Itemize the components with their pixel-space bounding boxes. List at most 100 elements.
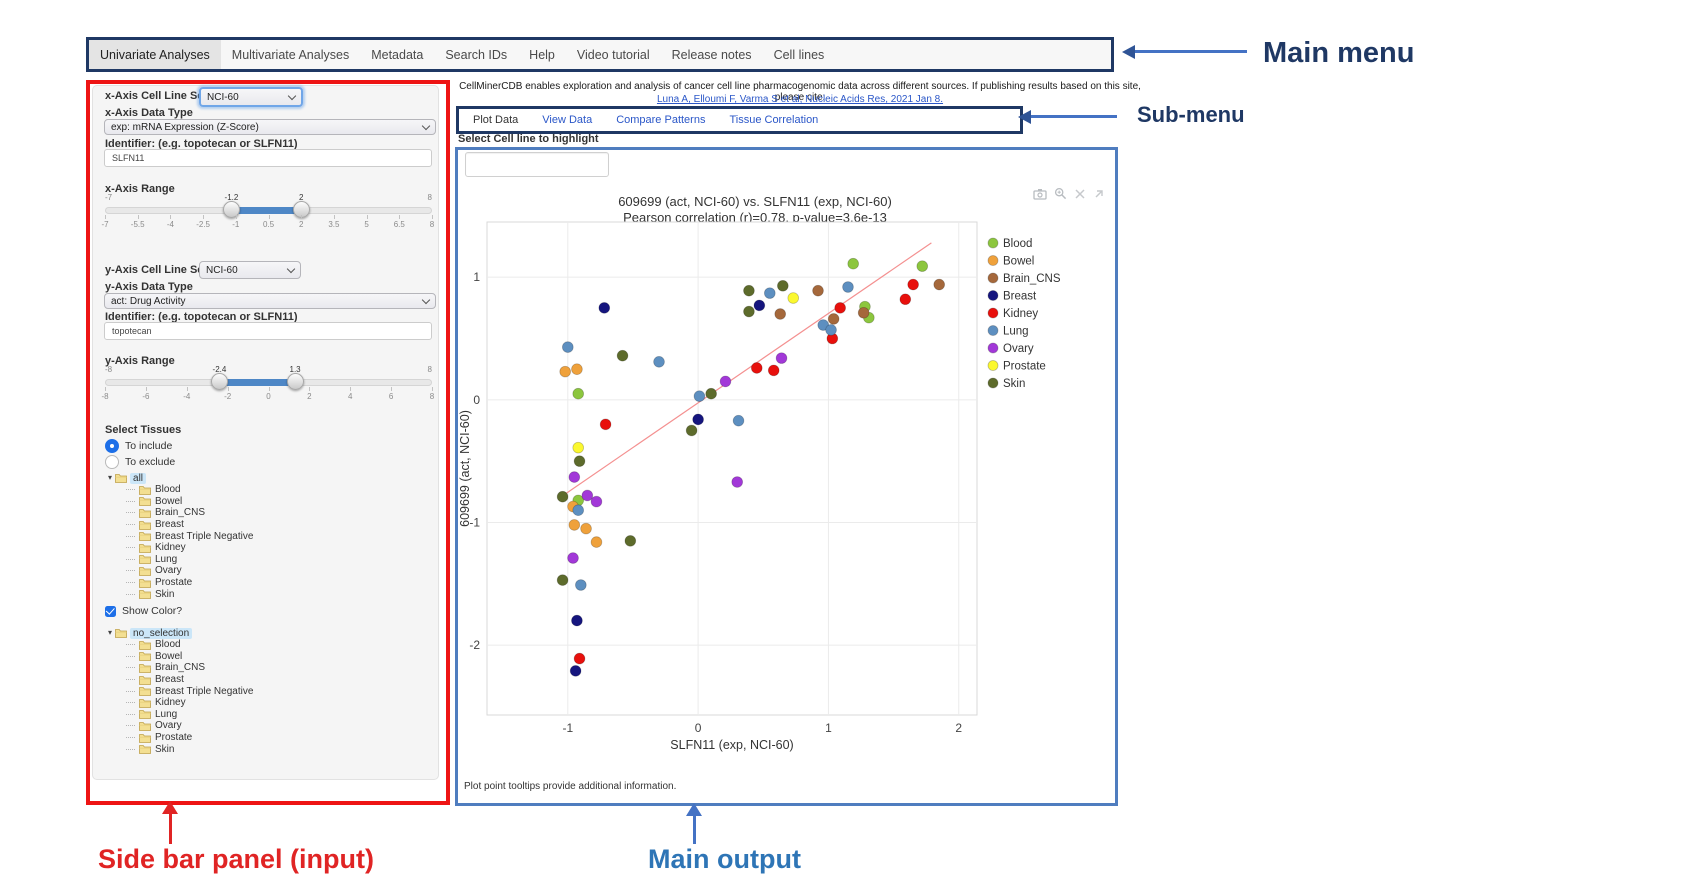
tree-node-bowel[interactable]: Bowel (126, 651, 253, 663)
tree-node-prostate[interactable]: Prostate (126, 577, 253, 589)
x-range-slider[interactable]: -7 8 -1.2 2 -7 -5.5 -4 -2.5 -1 0.5 2 3.5 5 6.5 8 (101, 193, 434, 240)
legend-swatch-brain-cns[interactable] (987, 272, 999, 284)
point-skin[interactable] (743, 305, 755, 318)
x-identifier-input[interactable] (104, 149, 432, 167)
point-breast[interactable] (598, 302, 611, 314)
tree-node-brain-cns[interactable]: Brain_CNS (126, 662, 253, 674)
legend-label-prostate[interactable]: Prostate (1003, 361, 1046, 373)
show-color-checkbox[interactable] (105, 605, 116, 617)
slider-handle-from[interactable] (223, 201, 241, 218)
point-lung[interactable] (572, 504, 585, 516)
resize-arrow-icon[interactable] (1093, 188, 1105, 200)
point-kidney[interactable] (907, 278, 919, 291)
y-cell-line-set-select[interactable]: NCI-60 (199, 261, 301, 279)
point-ovary[interactable] (590, 495, 603, 508)
submenu-tab-view-data[interactable]: View Data (542, 114, 593, 126)
point-kidney[interactable] (573, 652, 586, 665)
tree-node-ovary[interactable]: Ovary (126, 720, 253, 732)
y-identifier-input[interactable] (104, 322, 432, 340)
point-bowel[interactable] (559, 365, 571, 378)
point-brain-cns[interactable] (827, 313, 840, 325)
tree-expand-icon[interactable]: ▾ (108, 628, 113, 637)
legend-swatch-ovary[interactable] (987, 342, 999, 354)
slider-handle-from[interactable] (211, 373, 229, 390)
legend-label-kidney[interactable]: Kidney (1003, 308, 1038, 320)
submenu-tab-plot-data[interactable]: Plot Data (473, 114, 519, 126)
zoom-icon[interactable] (1054, 187, 1067, 200)
tree-node-breast-triple-negative[interactable]: Breast Triple Negative (126, 685, 253, 697)
include-radio[interactable] (105, 439, 119, 453)
point-kidney[interactable] (767, 364, 780, 377)
legend-swatch-prostate[interactable] (987, 360, 999, 371)
point-brain-cns[interactable] (933, 278, 946, 291)
legend-swatch-lung[interactable] (987, 325, 999, 336)
submenu-tab-tissue-correlation[interactable]: Tissue Correlation (729, 114, 819, 126)
x-cell-line-set-select[interactable]: NCI-60 (199, 87, 303, 107)
point-skin[interactable] (616, 349, 629, 362)
main-menu-item-cell-lines[interactable]: Cell lines (773, 47, 825, 62)
point-blood[interactable] (847, 257, 859, 270)
legend-swatch-blood[interactable] (987, 237, 999, 249)
point-kidney[interactable] (599, 418, 612, 431)
point-prostate[interactable] (572, 441, 585, 454)
tree-node-blood[interactable]: Blood (126, 639, 253, 651)
tree-node-breast[interactable]: Breast (126, 674, 253, 686)
highlight-cell-line-input[interactable] (465, 152, 609, 177)
main-menu-item-help[interactable]: Help (529, 47, 555, 62)
main-menu-item-video-tutorial[interactable]: Video tutorial (576, 47, 650, 62)
point-skin[interactable] (573, 455, 586, 467)
point-kidney[interactable] (750, 362, 763, 374)
plot-area[interactable] (486, 221, 978, 716)
citation-link[interactable]: Luna A, Elloumi F, Varma S et al, Nuclei… (656, 94, 944, 105)
tree-node-lung[interactable]: Lung (126, 554, 253, 566)
slider-active-bar[interactable] (219, 379, 296, 386)
point-skin[interactable] (705, 387, 717, 400)
point-blood[interactable] (916, 260, 929, 272)
main-menu-item-search-ids[interactable]: Search IDs (445, 47, 508, 62)
point-skin[interactable] (556, 574, 569, 586)
point-blood[interactable] (572, 387, 585, 400)
tree-node-brain-cns[interactable]: Brain_CNS (126, 507, 253, 519)
tree-node-prostate[interactable]: Prostate (126, 732, 253, 744)
point-lung[interactable] (825, 324, 837, 336)
point-skin[interactable] (624, 535, 637, 547)
point-brain-cns[interactable] (857, 306, 870, 319)
close-icon[interactable] (1074, 188, 1086, 200)
point-lung[interactable] (732, 414, 745, 427)
point-lung[interactable] (817, 319, 830, 331)
exclude-radio[interactable] (105, 455, 119, 469)
main-menu-item-univariate-analyses[interactable]: Univariate Analyses (89, 40, 221, 69)
legend-label-brain-cns[interactable]: Brain_CNS (1003, 273, 1061, 285)
point-skin[interactable] (556, 490, 569, 503)
legend-swatch-breast[interactable] (987, 290, 999, 301)
point-lung[interactable] (842, 281, 854, 293)
point-breast[interactable] (571, 614, 583, 627)
tree-node-breast[interactable]: Breast (126, 519, 253, 531)
point-lung[interactable] (575, 579, 587, 591)
point-skin[interactable] (685, 424, 698, 437)
point-ovary[interactable] (775, 352, 788, 364)
tree-node-skin[interactable]: Skin (126, 743, 253, 755)
slider-handle-to[interactable] (287, 373, 305, 390)
point-lung[interactable] (693, 390, 706, 402)
slider-active-bar[interactable] (231, 207, 302, 214)
point-brain-cns[interactable] (812, 284, 824, 297)
point-ovary[interactable] (719, 375, 732, 388)
legend-swatch-skin[interactable] (987, 377, 999, 389)
legend-label-lung[interactable]: Lung (1003, 326, 1029, 338)
tree-node-kidney[interactable]: Kidney (126, 697, 253, 709)
camera-icon[interactable] (1033, 188, 1047, 200)
legend-label-skin[interactable]: Skin (1003, 378, 1025, 390)
main-menu-item-release-notes[interactable]: Release notes (671, 47, 752, 62)
point-ovary[interactable] (567, 552, 579, 564)
point-breast[interactable] (692, 413, 704, 426)
tree-node-breast-triple-negative[interactable]: Breast Triple Negative (126, 530, 253, 542)
point-skin[interactable] (777, 279, 789, 292)
point-ovary[interactable] (568, 471, 581, 483)
point-bowel[interactable] (571, 363, 583, 375)
point-ovary[interactable] (731, 476, 744, 488)
main-menu-item-multivariate-analyses[interactable]: Multivariate Analyses (231, 47, 350, 62)
point-bowel[interactable] (568, 519, 581, 531)
tree-node-blood[interactable]: Blood (126, 484, 253, 496)
point-skin[interactable] (743, 284, 755, 297)
